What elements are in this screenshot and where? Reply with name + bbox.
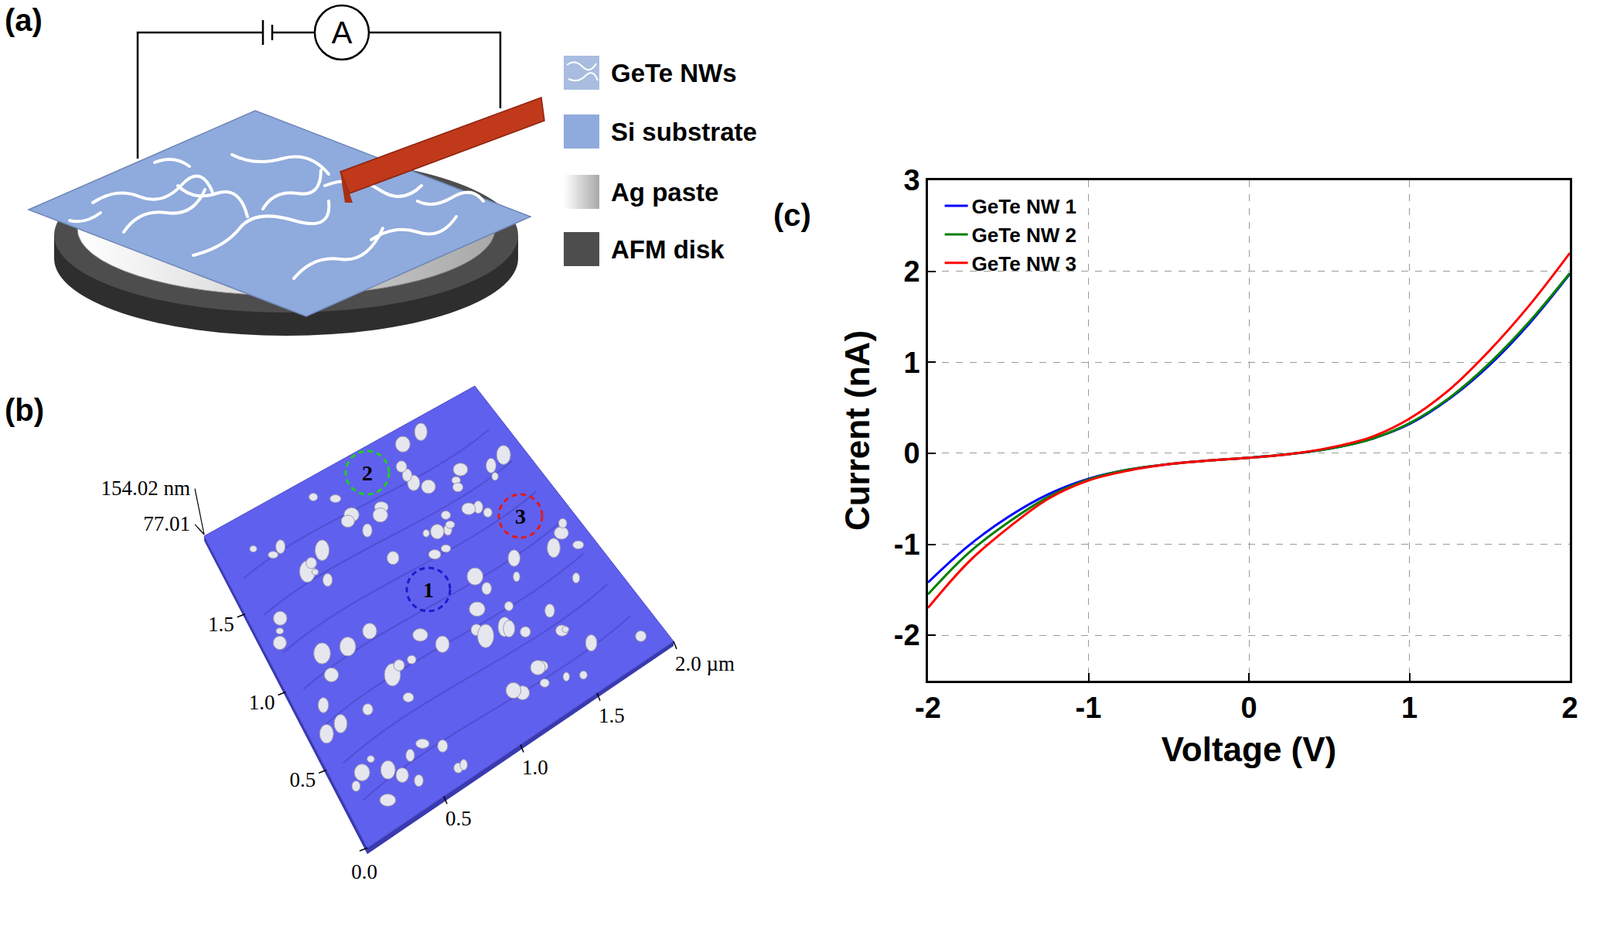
svg-text:Ag paste: Ag paste	[610, 177, 719, 207]
html-text:(c): (c)	[773, 197, 812, 232]
svg-text:1.5: 1.5	[208, 612, 235, 636]
svg-text:AFM disk: AFM disk	[610, 235, 725, 264]
svg-text:0: 0	[904, 436, 921, 470]
svg-text:A: A	[331, 15, 353, 50]
svg-text:1: 1	[423, 577, 434, 602]
svg-text:Current (nA): Current (nA)	[838, 330, 877, 531]
html-text:(b): (b)	[4, 392, 45, 427]
svg-text:2.0 µm: 2.0 µm	[675, 651, 735, 676]
svg-text:Voltage (V): Voltage (V)	[1161, 730, 1338, 768]
svg-text:GeTe NW 3: GeTe NW 3	[972, 252, 1077, 276]
svg-text:1.0: 1.0	[521, 755, 549, 779]
svg-text:-2: -2	[893, 618, 921, 652]
svg-text:1: 1	[1401, 691, 1418, 724]
svg-text:0.5: 0.5	[445, 806, 472, 830]
svg-text:2: 2	[1561, 691, 1578, 724]
svg-text:0.0: 0.0	[351, 859, 378, 884]
svg-text:3: 3	[904, 163, 921, 197]
svg-text:154.02 nm: 154.02 nm	[100, 476, 191, 500]
svg-text:1: 1	[904, 346, 921, 379]
svg-text:1.5: 1.5	[598, 703, 625, 727]
svg-text:3: 3	[515, 504, 526, 529]
svg-text:2: 2	[904, 255, 921, 288]
svg-text:GeTe NW 1: GeTe NW 1	[972, 194, 1077, 219]
html-text:(a): (a)	[4, 3, 43, 38]
svg-text:-2: -2	[914, 691, 942, 724]
svg-text:Si substrate: Si substrate	[610, 117, 758, 147]
svg-text:0.5: 0.5	[289, 767, 317, 792]
svg-text:77.01: 77.01	[143, 511, 191, 536]
svg-text:-1: -1	[893, 528, 921, 561]
svg-text:2: 2	[361, 460, 373, 485]
svg-text:0: 0	[1240, 691, 1257, 724]
svg-text:1.0: 1.0	[249, 690, 276, 714]
svg-text:-1: -1	[1075, 691, 1102, 724]
svg-text:GeTe NWs: GeTe NWs	[610, 58, 737, 88]
svg-text:GeTe NW 2: GeTe NW 2	[972, 223, 1077, 247]
